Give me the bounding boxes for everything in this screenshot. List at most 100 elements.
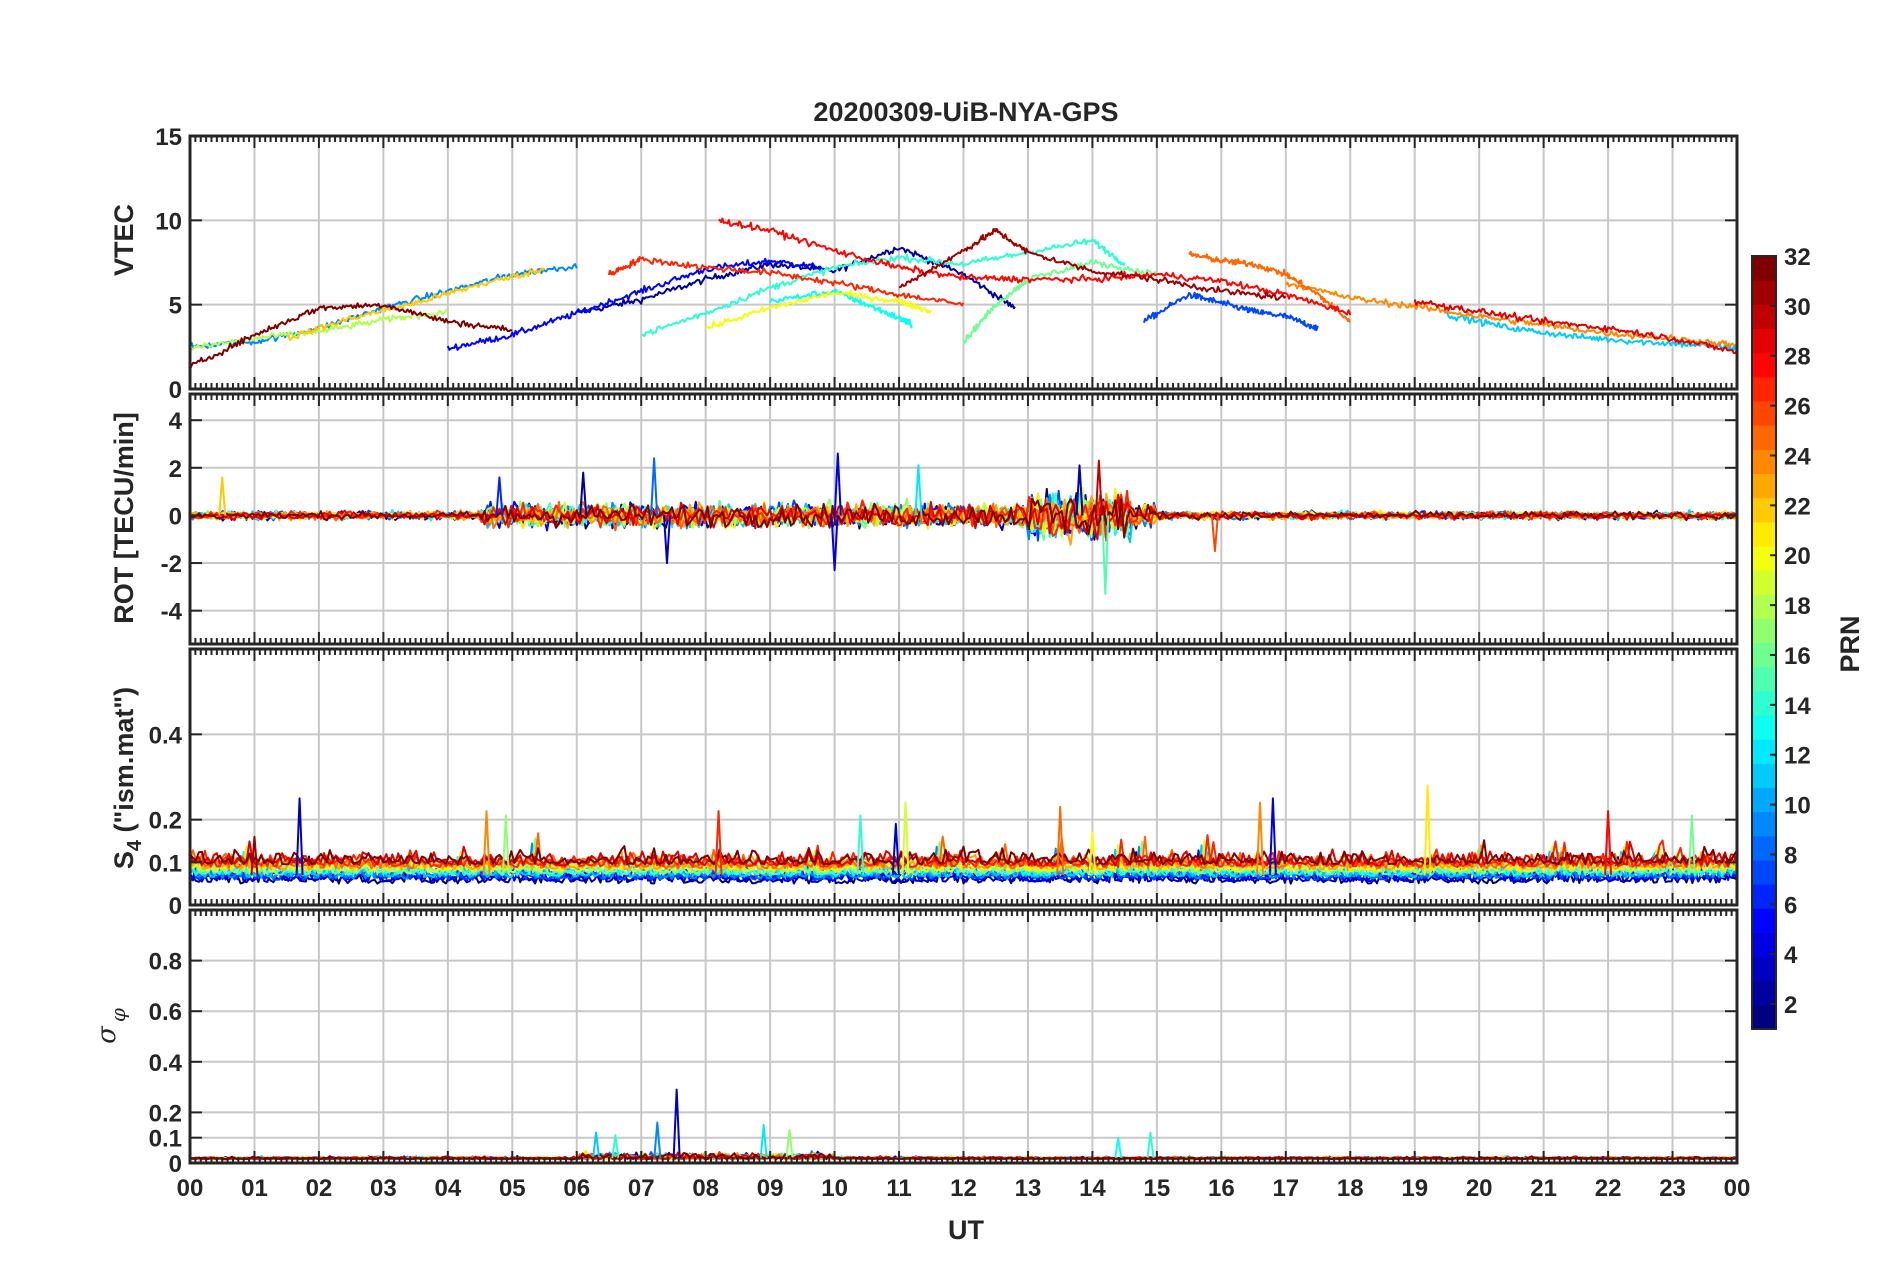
vtec-series-prn-27	[608, 256, 965, 307]
s4-spike	[1604, 810, 1613, 876]
colorbar-tick-label: 6	[1784, 892, 1797, 919]
s4-spike	[1088, 831, 1097, 876]
rot-ytick-label: -4	[161, 599, 183, 626]
x-tick-label: 09	[757, 1175, 784, 1202]
rot-spike	[1101, 515, 1110, 595]
colorbar-tick-label: 22	[1784, 493, 1811, 520]
s4-spike	[250, 835, 259, 876]
colorbar-segment	[1752, 932, 1776, 958]
colorbar-segment	[1752, 714, 1776, 740]
s4-spike	[891, 822, 900, 876]
chart-title: 20200309-UiB-NYA-GPS	[813, 97, 1118, 127]
colorbar-segment	[1752, 545, 1776, 571]
x-tick-label: 15	[1144, 1175, 1171, 1202]
vtec-series-prn-20	[705, 289, 933, 330]
s4-spike	[856, 814, 865, 876]
x-tick-label: 12	[950, 1175, 977, 1202]
vtec-data	[190, 217, 1737, 371]
colorbar-frame	[1751, 255, 1777, 1030]
colorbar-segment	[1752, 908, 1776, 933]
vtec-panel: 0 5 10 15	[155, 124, 1739, 404]
colorbar-segment	[1752, 956, 1776, 982]
sigma_phi-ytick-label: 0.4	[149, 1050, 183, 1077]
x-tick-label: 00	[1724, 1175, 1751, 1202]
colorbar-segment	[1752, 835, 1776, 861]
x-tick-label: 01	[241, 1175, 268, 1202]
s4-spike	[1423, 784, 1432, 876]
x-tick-label: 06	[563, 1175, 590, 1202]
colorbar-tick-label: 28	[1784, 344, 1811, 371]
s4-spike	[1687, 814, 1696, 876]
vtec-series-prn-25	[1188, 250, 1351, 323]
colorbar-segment	[1752, 618, 1776, 644]
sigma-ylabel-sub: φ	[106, 1008, 130, 1022]
vtec-ytick-label: 10	[155, 208, 182, 235]
x-tick-label: 22	[1595, 1175, 1622, 1202]
sigma_phi-spike	[611, 1134, 620, 1159]
colorbar-segment	[1752, 811, 1776, 837]
s4-spike	[482, 810, 491, 876]
colorbar-segment	[1752, 352, 1776, 378]
vtec-series-prn-5	[446, 257, 823, 351]
rot-spike	[1094, 459, 1103, 516]
colorbar-tick-label: 24	[1784, 443, 1811, 470]
s4-ylabel-rest: ("ism.mat")	[109, 687, 139, 840]
sigma_phi-ytick-label: 0	[169, 1151, 182, 1178]
s4-ylabel-sub: 4	[124, 839, 146, 851]
rot-ytick-label: 2	[169, 456, 182, 483]
sigma_phi-spike	[672, 1088, 681, 1158]
vtec-series-prn-22	[286, 267, 546, 342]
rot-spike	[218, 476, 227, 516]
sigma-phi-panel: 00.10.2 0.4 0.6 0.8	[149, 908, 1739, 1178]
x-tick-label: 17	[1272, 1175, 1299, 1202]
sigma_phi-ytick-label: 0.2	[149, 1100, 182, 1127]
colorbar-segment	[1752, 980, 1776, 1006]
vtec-series-prn-29	[1413, 299, 1737, 355]
s4-ytick-label: 0.2	[149, 808, 182, 835]
rot-spike	[662, 515, 671, 565]
colorbar-tick-label: 18	[1784, 593, 1811, 620]
colorbar-tick-label: 26	[1784, 394, 1811, 421]
vtec-series-prn-2	[576, 246, 1016, 314]
rot-ytick-label: 0	[169, 503, 182, 530]
rot-series-prn-32	[190, 497, 1737, 539]
colorbar-tick-label: 12	[1784, 743, 1811, 770]
x-tick-label: 20	[1466, 1175, 1493, 1202]
colorbar-segment	[1752, 328, 1776, 354]
colorbar-tick-label: 8	[1784, 842, 1797, 869]
colorbar-label: PRN	[1835, 615, 1865, 672]
rot-spike	[833, 452, 842, 516]
s4-spike	[901, 801, 910, 876]
colorbar-segment	[1752, 521, 1776, 547]
rot-spike	[830, 515, 839, 572]
colorbar-segment	[1752, 570, 1776, 595]
colorbar-tick-label: 32	[1784, 244, 1811, 271]
sigma_phi-spike	[653, 1121, 662, 1159]
colorbar-tick-label: 30	[1784, 294, 1811, 321]
s4-series-prn-32	[190, 839, 1737, 866]
colorbar-segment	[1752, 425, 1776, 450]
colorbar-segment	[1752, 763, 1776, 789]
colorbar-tick-label: 16	[1784, 643, 1811, 670]
s4-spike	[1056, 805, 1065, 876]
rot-spike	[1210, 515, 1219, 553]
colorbar-tick-label: 10	[1784, 793, 1811, 820]
x-tick-label: 16	[1208, 1175, 1235, 1202]
s4-ylabel: S4 ("ism.mat")	[109, 687, 146, 869]
x-tick-label: 13	[1015, 1175, 1042, 1202]
sigma_phi-spike	[1114, 1136, 1123, 1159]
sigma_phi-ytick-label: 0.8	[149, 949, 182, 976]
x-tick-label: 03	[370, 1175, 397, 1202]
x-tick-label: 04	[434, 1175, 461, 1202]
x-tick-label: 10	[821, 1175, 848, 1202]
x-tick-label: 19	[1401, 1175, 1428, 1202]
colorbar-tick-label: 14	[1784, 693, 1811, 720]
colorbar-segment	[1752, 473, 1776, 499]
colorbar-segment	[1752, 449, 1776, 475]
x-tick-label: 05	[499, 1175, 526, 1202]
x-tick-label: 02	[306, 1175, 333, 1202]
colorbar-segment	[1752, 1004, 1776, 1030]
colorbar-segment	[1752, 256, 1776, 281]
colorbar-segment	[1752, 594, 1776, 619]
